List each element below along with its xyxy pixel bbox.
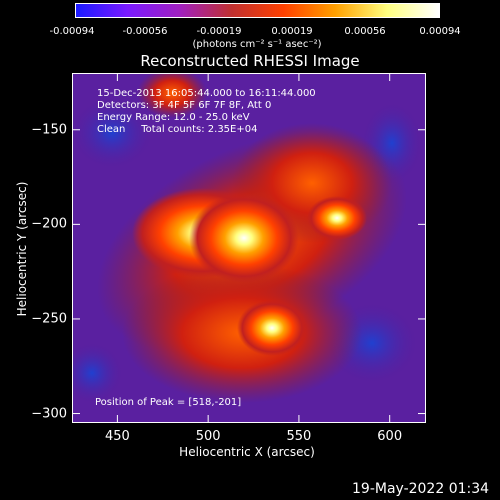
y-tick-label: −250 (31, 311, 67, 327)
y-tick-label: −200 (31, 216, 67, 232)
y-axis-label: Heliocentric Y (arcsec) (15, 181, 29, 317)
colorbar-tick-label: -0.00019 (196, 26, 242, 37)
heatmap-plot (72, 73, 426, 423)
info-time-range: 15-Dec-2013 16:05:44.000 to 16:11:44.000 (97, 88, 316, 99)
colorbar-units: (photons cm⁻² s⁻¹ asec⁻²) (192, 39, 322, 50)
y-tick-label: −150 (31, 122, 67, 138)
x-tick-label: 550 (286, 429, 312, 444)
flare-emission (97, 73, 407, 403)
colorbar-tick-label: -0.00056 (122, 26, 168, 37)
timestamp: 19-May-2022 01:34 (352, 481, 490, 497)
info-energy: Energy Range: 12.0 - 25.0 keV (97, 112, 250, 123)
x-tick-label: 450 (104, 429, 130, 444)
colorbar-ticks: -0.00094 -0.00056 -0.00019 0.00019 0.000… (0, 0, 500, 60)
colorbar-tick-label: 0.00019 (271, 26, 313, 37)
peak-position: Position of Peak = [518,-201] (95, 397, 242, 408)
colorbar-tick-label: -0.00094 (49, 26, 95, 37)
x-axis-label: Heliocentric X (arcsec) (179, 445, 315, 459)
x-tick-marks (116, 73, 391, 423)
y-tick-label: −300 (31, 406, 67, 422)
colorbar (75, 3, 440, 18)
x-tick-label: 500 (195, 429, 221, 444)
plot-frame (72, 73, 426, 423)
info-method: Clean Total counts: 2.35E+04 (97, 124, 258, 135)
x-tick-label: 600 (377, 429, 403, 444)
colorbar-tick-label: 0.00094 (419, 26, 461, 37)
y-tick-marks (72, 129, 426, 415)
colorbar-tick-label: 0.00056 (344, 26, 386, 37)
info-detectors: Detectors: 3F 4F 5F 6F 7F 8F, Att 0 (97, 100, 272, 111)
chart-title: Reconstructed RHESSI Image (140, 52, 360, 70)
